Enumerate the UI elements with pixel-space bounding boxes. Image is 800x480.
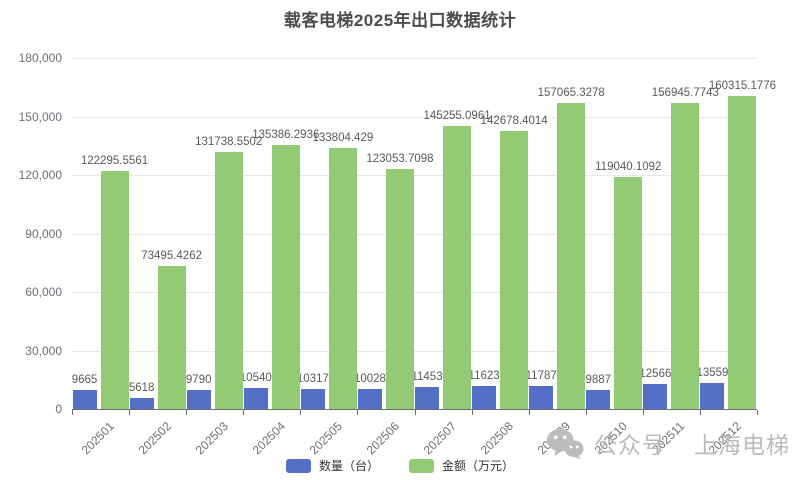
gridline — [72, 233, 757, 235]
bar-quantity-202504[interactable] — [243, 388, 268, 409]
bar-quantity-202506[interactable] — [357, 389, 382, 409]
bar-value-label: 9887 — [585, 373, 612, 386]
bar-value-label: 133804.429 — [312, 132, 374, 145]
x-axis-label: 202506 — [363, 419, 402, 458]
bar-amount-202505[interactable] — [328, 148, 357, 409]
gridline — [72, 116, 757, 118]
watermark-brand-text: 上海电梯 — [694, 432, 790, 458]
bar-amount-202503[interactable] — [214, 152, 243, 409]
x-axis-label: 202503 — [192, 419, 231, 458]
bar-amount-202507[interactable] — [443, 125, 472, 409]
x-axis-tick — [528, 410, 530, 415]
bar-quantity-202507[interactable] — [415, 386, 440, 409]
bar-quantity-202509[interactable] — [529, 386, 554, 409]
x-axis-tick — [699, 410, 701, 415]
legend-label-amount: 金额（万元） — [442, 459, 515, 473]
bar-amount-202512[interactable] — [728, 96, 757, 409]
gridline — [72, 292, 757, 293]
bar-value-label: 131738.5502 — [195, 136, 263, 149]
x-axis-label: 202504 — [249, 419, 288, 458]
bar-value-label: 10028 — [353, 373, 386, 386]
x-axis-line — [72, 409, 757, 410]
bar-amount-202509[interactable] — [557, 102, 586, 409]
bar-value-label: 142678.4014 — [480, 114, 548, 127]
bar-quantity-202501[interactable] — [72, 390, 97, 409]
bar-value-label: 10317 — [296, 372, 329, 385]
legend-swatch-quantity — [285, 458, 311, 473]
bar-value-label: 122295.5561 — [80, 154, 149, 167]
x-axis-label: 202505 — [306, 419, 345, 458]
x-axis-tick — [129, 410, 131, 415]
bar-amount-202508[interactable] — [500, 130, 529, 409]
bar-quantity-202505[interactable] — [300, 388, 325, 409]
x-axis-tick — [642, 410, 644, 415]
x-axis-tick — [300, 410, 302, 415]
bar-amount-202510[interactable] — [614, 176, 643, 409]
legend: 数量（台） 金额（万元） — [0, 457, 800, 474]
x-axis-tick — [72, 410, 73, 415]
gridline — [72, 350, 757, 352]
bar-quantity-202503[interactable] — [186, 389, 211, 409]
bar-value-label: 12566 — [639, 368, 672, 381]
bar-value-label: 9665 — [71, 374, 98, 387]
x-axis-tick — [414, 410, 416, 415]
x-axis-tick — [186, 410, 188, 415]
bar-quantity-202502[interactable] — [129, 398, 154, 409]
bar-value-label: 156945.7743 — [651, 86, 719, 99]
watermark-account-text: 公众号 — [594, 432, 666, 458]
bar-value-label: 145255.0961 — [423, 109, 491, 122]
y-axis-label: 180,000 — [18, 51, 62, 65]
bar-value-label: 157065.3278 — [537, 86, 605, 99]
bar-quantity-202511[interactable] — [643, 384, 668, 409]
x-axis-label: 202508 — [477, 419, 517, 458]
x-axis-tick — [585, 410, 587, 415]
wechat-icon — [546, 428, 584, 459]
bar-quantity-202510[interactable] — [586, 389, 611, 409]
bar-value-label: 13559 — [696, 366, 729, 379]
bar-value-label: 123053.7098 — [366, 153, 434, 166]
bar-value-label: 9790 — [185, 373, 212, 386]
bar-quantity-202512[interactable] — [700, 382, 725, 409]
x-axis-tick — [471, 410, 473, 415]
bar-value-label: 11787 — [525, 370, 557, 382]
x-axis-label: 202507 — [420, 419, 459, 458]
chart-title: 载客电梯2025年出口数据统计 — [283, 11, 517, 30]
y-axis-label: 120,000 — [18, 168, 62, 182]
bar-value-label: 160315.1776 — [708, 80, 777, 93]
legend-label-quantity: 数量（台） — [318, 459, 379, 473]
bar-amount-202506[interactable] — [385, 169, 414, 409]
bar-amount-202504[interactable] — [271, 144, 300, 409]
y-axis-label: 30,000 — [25, 343, 62, 358]
x-axis-tick — [357, 410, 359, 415]
bar-value-label: 11623 — [468, 370, 500, 383]
x-axis-label: 202502 — [135, 419, 174, 458]
x-axis-tick — [757, 410, 758, 415]
bar-value-label: 5618 — [128, 382, 155, 395]
bar-value-label: 11453 — [411, 370, 443, 383]
y-axis-label: 90,000 — [25, 226, 62, 241]
watermark: 公众号 上海电梯 — [546, 426, 790, 460]
bar-amount-202501[interactable] — [100, 170, 129, 409]
gridline — [72, 58, 757, 59]
legend-item-amount[interactable]: 金额（万元） — [409, 457, 514, 474]
gridline — [72, 175, 757, 176]
bar-value-label: 10540 — [239, 372, 272, 385]
bar-value-label: 119040.1092 — [595, 160, 662, 173]
x-axis-label: 202501 — [78, 419, 117, 458]
y-axis-label: 60,000 — [25, 285, 62, 299]
bar-value-label: 73495.4262 — [141, 249, 203, 262]
bar-value-label: 135386.2936 — [252, 128, 320, 141]
y-axis-label: 0 — [55, 402, 62, 416]
bar-amount-202511[interactable] — [671, 102, 700, 409]
legend-swatch-amount — [409, 458, 434, 473]
x-axis-tick — [243, 410, 245, 415]
bar-quantity-202508[interactable] — [472, 386, 497, 409]
bar-amount-202502[interactable] — [157, 265, 186, 409]
y-axis-label: 150,000 — [18, 109, 62, 124]
legend-item-quantity[interactable]: 数量（台） — [285, 457, 379, 474]
